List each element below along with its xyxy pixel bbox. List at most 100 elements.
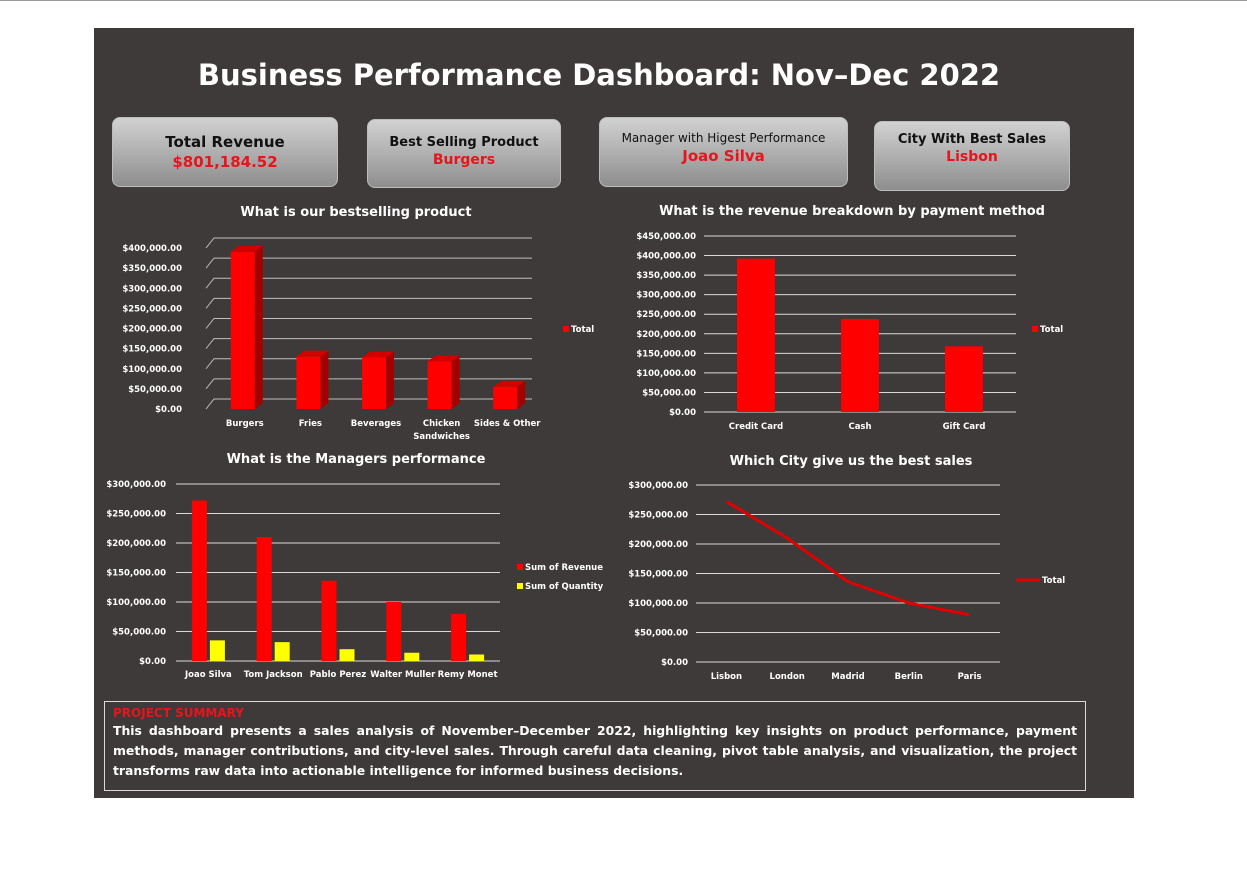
- managers-revenue-bar: [321, 580, 337, 661]
- payment-tick-label: $100,000.00: [636, 369, 696, 379]
- product-category-label: Sandwiches: [413, 432, 470, 442]
- managers-tick-label: $150,000.00: [106, 569, 166, 579]
- managers-category-label: Remy Monet: [438, 670, 498, 680]
- payment-tick-label: $300,000.00: [636, 291, 696, 301]
- kpi-best-manager-value: Joao Silva: [682, 147, 765, 165]
- kpi-best-city-value: Lisbon: [946, 149, 998, 165]
- managers-quantity-bar: [469, 654, 485, 661]
- cities-category-label: Berlin: [895, 672, 923, 682]
- product-tick-label: $250,000.00: [122, 304, 182, 314]
- payment-category-label: Gift Card: [943, 422, 986, 432]
- payment-tick-label: $150,000.00: [636, 349, 696, 359]
- managers-quantity-bar: [404, 652, 420, 661]
- cities-tick-label: $50,000.00: [634, 629, 688, 639]
- managers-quantity-bar: [209, 640, 225, 661]
- cities-category-label: Paris: [958, 672, 982, 682]
- payment-tick-label: $250,000.00: [636, 310, 696, 320]
- product-chart-title: What is our bestselling product: [240, 205, 472, 220]
- product-tick-label: $350,000.00: [122, 264, 182, 274]
- cities-legend-label: Total: [1042, 576, 1065, 586]
- managers-category-label: Joao Silva: [184, 670, 232, 680]
- cities-tick-label: $200,000.00: [628, 540, 688, 550]
- payment-category-label: Credit Card: [729, 422, 783, 432]
- product-gridline: [205, 358, 532, 370]
- payment-tick-label: $0.00: [669, 408, 696, 418]
- managers-revenue-bar: [256, 537, 272, 661]
- managers-legend-label: Sum of Quantity: [525, 582, 604, 592]
- cities-tick-label: $0.00: [661, 658, 688, 668]
- product-legend-swatch: [563, 326, 569, 332]
- product-legend-label: Total: [571, 325, 594, 335]
- product-bar-top: [362, 351, 394, 358]
- payment-tick-label: $50,000.00: [642, 388, 696, 398]
- product-tick-label: $150,000.00: [122, 345, 182, 355]
- managers-revenue-bar: [191, 500, 207, 661]
- product-bar: [296, 356, 321, 409]
- payment-tick-label: $350,000.00: [636, 271, 696, 281]
- cities-tick-label: $100,000.00: [628, 599, 688, 609]
- payment-chart-title: What is the revenue breakdown by payment…: [659, 204, 1045, 219]
- product-bar-side: [320, 350, 329, 409]
- managers-legend-swatch: [517, 583, 523, 589]
- product-bar-top: [427, 355, 460, 362]
- kpi-total-revenue-value: $801,184.52: [172, 153, 278, 171]
- kpi-best-manager-label: Manager with Higest Performance: [621, 131, 826, 145]
- kpi-best-product: Best Selling Product Burgers: [367, 119, 561, 188]
- product-gridline: [205, 338, 532, 349]
- product-tick-label: $50,000.00: [128, 385, 182, 395]
- product-tick-label: $0.00: [155, 405, 182, 415]
- dashboard-panel: Business Performance Dashboard: Nov–Dec …: [94, 28, 1134, 798]
- product-bar: [362, 357, 386, 409]
- product-category-label: Fries: [299, 419, 322, 429]
- managers-chart-title: What is the Managers performance: [226, 452, 486, 467]
- managers-tick-label: $0.00: [139, 657, 166, 667]
- payment-legend-label: Total: [1040, 325, 1063, 335]
- product-gridline: [205, 277, 532, 289]
- cities-series-line: [725, 500, 970, 617]
- dashboard-title: Business Performance Dashboard: Nov–Dec …: [197, 58, 1001, 92]
- managers-quantity-bar: [274, 642, 290, 661]
- product-bar: [493, 386, 518, 409]
- payment-tick-label: $200,000.00: [636, 330, 696, 340]
- product-bar-side: [386, 351, 394, 409]
- product-tick-label: $300,000.00: [122, 284, 182, 294]
- managers-legend-swatch: [517, 564, 523, 570]
- product-gridline: [205, 378, 532, 390]
- payment-tick-label: $450,000.00: [636, 232, 696, 242]
- kpi-best-product-value: Burgers: [432, 152, 496, 168]
- product-bar-top: [230, 246, 263, 253]
- kpi-best-city: City With Best Sales Lisbon: [874, 121, 1070, 191]
- cities-chart-title: Which City give us the best sales: [729, 454, 973, 469]
- managers-tick-label: $50,000.00: [112, 628, 166, 638]
- managers-category-label: Tom Jackson: [244, 670, 303, 680]
- managers-revenue-bar: [386, 602, 402, 661]
- product-category-label: Beverages: [351, 419, 401, 429]
- payment-category-label: Cash: [848, 422, 871, 432]
- managers-category-label: Pablo Perez: [310, 670, 366, 680]
- product-category-label: Burgers: [226, 419, 264, 429]
- product-gridline: [205, 237, 532, 249]
- managers-tick-label: $250,000.00: [106, 510, 166, 520]
- product-bar-side: [517, 380, 526, 409]
- project-summary-box: PROJECT SUMMARY This dashboard presents …: [104, 701, 1086, 791]
- cities-category-label: Madrid: [831, 672, 864, 682]
- cities-tick-label: $250,000.00: [628, 511, 688, 521]
- product-bar-side: [451, 355, 460, 409]
- payment-bar: [841, 318, 879, 412]
- product-tick-label: $200,000.00: [122, 325, 182, 335]
- product-gridline: [205, 297, 532, 309]
- managers-tick-label: $200,000.00: [106, 539, 166, 549]
- top-border: [0, 0, 1247, 1]
- product-bar-top: [493, 380, 526, 387]
- cities-category-label: Lisbon: [711, 672, 742, 682]
- managers-quantity-bar: [339, 649, 355, 661]
- project-summary-text: This dashboard presents a sales analysis…: [113, 723, 1077, 778]
- managers-tick-label: $100,000.00: [106, 598, 166, 608]
- kpi-total-revenue: Total Revenue $801,184.52: [112, 117, 338, 187]
- managers-revenue-bar: [451, 613, 467, 661]
- product-category-label: Sides & Other: [474, 419, 541, 429]
- managers-category-label: Walter Muller: [370, 670, 436, 680]
- product-tick-label: $100,000.00: [122, 365, 182, 375]
- cities-tick-label: $150,000.00: [628, 570, 688, 580]
- payment-bar: [737, 258, 775, 412]
